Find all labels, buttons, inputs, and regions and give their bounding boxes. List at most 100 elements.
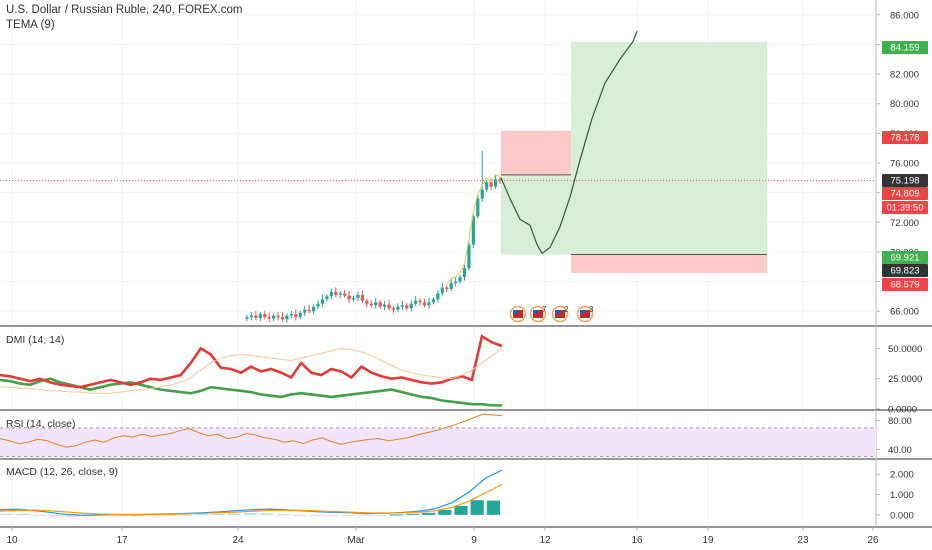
candle: [387, 304, 391, 309]
candle: [382, 304, 387, 307]
macd-hist-bar: [146, 514, 160, 516]
candle: [298, 312, 302, 318]
candle: [493, 179, 498, 187]
candle: [307, 309, 311, 312]
rsi-tick-label: 80.00: [888, 416, 912, 427]
x-tick-label: 17: [116, 535, 128, 546]
candle: [400, 305, 404, 307]
candle: [356, 294, 360, 298]
candle: [334, 291, 338, 295]
x-tick-label: 12: [539, 535, 551, 546]
price-tag: [882, 201, 928, 214]
stop-loss-zone: [501, 130, 571, 175]
macd-hist-bar: [17, 514, 31, 516]
macd-hist-bar: [65, 514, 79, 517]
stop-loss-zone-2: [571, 254, 767, 273]
macd-hist-bar: [292, 514, 306, 516]
price-tag: [882, 131, 928, 144]
candle: [289, 314, 293, 316]
candle: [467, 244, 471, 269]
y-tick-label: 66.000: [890, 307, 919, 318]
chart-title: U.S. Dollar / Russian Ruble, 240, FOREX.…: [6, 4, 243, 16]
candle: [360, 294, 365, 301]
macd-hist-bar: [33, 514, 47, 516]
dmi-label: DMI (14, 14): [6, 334, 65, 346]
price-tag-label: 01:39:50: [887, 203, 924, 214]
y-tick-label: 72.000: [890, 218, 919, 229]
candle: [351, 297, 356, 300]
candle: [440, 287, 444, 294]
macd-tick-label: 1.000: [890, 490, 914, 501]
macd-hist-bar: [276, 514, 290, 516]
macd-hist-bar: [357, 514, 371, 516]
x-tick-label: Mar: [347, 535, 365, 546]
candle: [338, 293, 342, 295]
price-tag-label: 84.159: [890, 43, 919, 54]
macd-hist-bar: [243, 513, 258, 515]
macd-hist-bar: [179, 514, 193, 516]
y-tick-label: 86.000: [890, 10, 919, 21]
price-tag: [882, 264, 928, 277]
candle: [347, 295, 351, 300]
candle: [391, 308, 396, 310]
candle: [462, 268, 467, 278]
candle: [280, 317, 285, 320]
macd-hist-bar: [98, 514, 112, 516]
flag-union: [555, 310, 560, 314]
candle: [498, 179, 502, 181]
take-profit-zone-2: [571, 42, 767, 255]
candle: [249, 315, 254, 318]
dmi-tick-label: 0.0000: [888, 405, 917, 416]
candle: [480, 189, 484, 199]
candle: [476, 198, 480, 217]
macd-hist-bar: [422, 512, 436, 515]
macd-hist-bar: [211, 514, 225, 516]
candle: [276, 315, 280, 318]
candle: [396, 306, 400, 310]
flag-union: [513, 310, 518, 314]
candle: [272, 315, 276, 319]
indicator-label: TEMA (9): [6, 19, 55, 31]
candle: [454, 281, 458, 284]
macd-series-signal: [0, 483, 503, 516]
price-tag: [882, 41, 928, 54]
x-tick-label: 26: [867, 535, 879, 546]
macd-series-macd: [0, 469, 503, 516]
candle: [258, 314, 262, 318]
price-tag: [882, 278, 928, 291]
price-tag-label: 68.579: [890, 280, 919, 291]
price-tag: [882, 251, 928, 264]
candle: [431, 299, 436, 303]
candle: [316, 303, 320, 307]
candle: [409, 303, 413, 309]
event-count: 2: [564, 305, 569, 314]
macd-hist-bar: [486, 500, 500, 515]
price-tag-label: 69.823: [890, 266, 919, 277]
macd-hist-bar: [260, 513, 274, 515]
macd-hist-bar: [405, 513, 420, 515]
candle: [245, 317, 249, 319]
dmi-tick-label: 25.0000: [888, 374, 922, 385]
dmi-tick-label: 50.0000: [888, 344, 922, 355]
price-tag-label: 69.921: [890, 253, 919, 264]
candle: [471, 216, 475, 245]
candle: [436, 293, 440, 300]
candle: [294, 314, 298, 318]
price-tag: [882, 187, 928, 200]
candle: [254, 315, 258, 318]
macd-tick-label: 0.000: [890, 510, 914, 521]
tema-line: [446, 174, 501, 285]
y-tick-label: 82.000: [890, 70, 919, 81]
x-tick-label: 23: [797, 535, 809, 546]
macd-label: MACD (12, 26, close, 9): [6, 466, 119, 478]
rsi-line: [0, 413, 503, 448]
candle: [369, 303, 373, 306]
candle: [427, 302, 431, 306]
candle: [458, 277, 462, 282]
x-tick-label: 16: [631, 535, 643, 546]
candle: [378, 302, 382, 307]
flag-union: [580, 310, 585, 314]
projection-path: [500, 30, 638, 255]
macd-hist-bar: [49, 514, 63, 517]
